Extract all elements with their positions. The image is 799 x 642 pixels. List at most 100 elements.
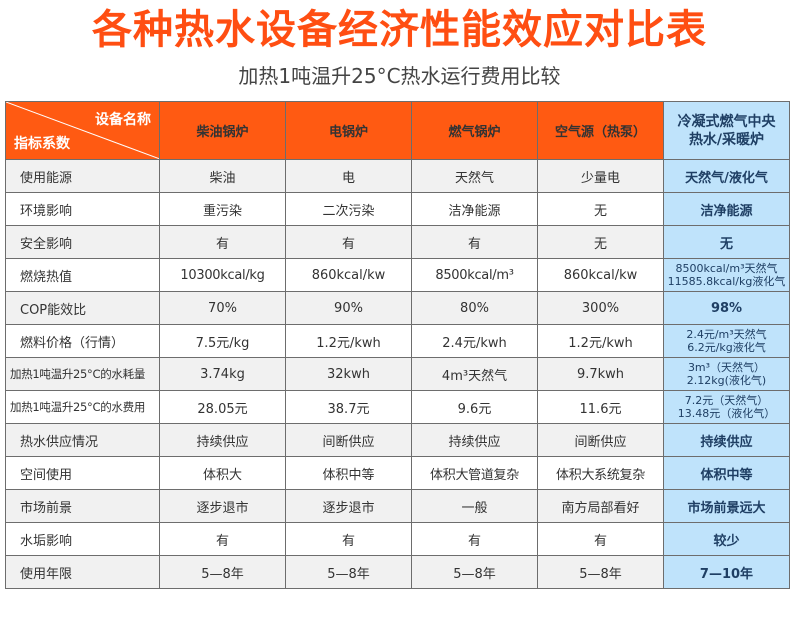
table-cell: 10300kcal/kg (159, 258, 286, 292)
table-cell: 2.4元/kwh (411, 324, 538, 358)
highlight-line: 6.2元/kg液化气 (687, 341, 766, 354)
row-label: 水垢影响 (5, 522, 160, 556)
table-cell: 5—8年 (159, 555, 286, 589)
table-cell: 300% (537, 291, 664, 325)
corner-label-metric: 指标系数 (14, 136, 70, 152)
table-cell: 体积大管道复杂 (411, 456, 538, 490)
table-row: 使用能源 柴油 电 天然气 少量电 天然气/液化气 (5, 159, 790, 193)
column-header: 燃气锅炉 (411, 101, 538, 160)
table-cell: 体积中等 (285, 456, 412, 490)
highlight-cell: 持续供应 (663, 423, 790, 457)
table-row: 加热1吨温升25°C的水费用 28.05元 38.7元 9.6元 11.6元 7… (5, 390, 790, 424)
row-label: 加热1吨温升25°C的水耗量 (5, 357, 160, 391)
table-cell: 80% (411, 291, 538, 325)
table-cell: 一般 (411, 489, 538, 523)
table-cell: 二次污染 (285, 192, 412, 226)
table-cell: 无 (537, 192, 664, 226)
highlight-cell: 较少 (663, 522, 790, 556)
table-row: 使用年限 5—8年 5—8年 5—8年 5—8年 7—10年 (5, 555, 790, 589)
column-header: 电锅炉 (285, 101, 412, 160)
table-row: 加热1吨温升25°C的水耗量 3.74kg 32kwh 4m³天然气 9.7kw… (5, 357, 790, 391)
table-cell: 体积大 (159, 456, 286, 490)
highlight-cell: 无 (663, 225, 790, 259)
table-cell: 柴油 (159, 159, 286, 193)
table-cell: 860kcal/kw (537, 258, 664, 292)
row-label: 燃料价格（行情） (5, 324, 160, 358)
table-cell: 间断供应 (537, 423, 664, 457)
highlight-cell: 7.2元（天然气） 13.48元（液化气） (663, 390, 790, 424)
header-corner-cell: 设备名称 指标系数 (5, 101, 160, 160)
table-cell: 9.7kwh (537, 357, 664, 391)
table-cell: 持续供应 (159, 423, 286, 457)
table-cell: 少量电 (537, 159, 664, 193)
highlight-line: 8500kcal/m³天然气 (675, 262, 778, 275)
highlight-line: 13.48元（液化气） (677, 407, 776, 420)
row-label: 空间使用 (5, 456, 160, 490)
table-cell: 有 (411, 522, 538, 556)
table-cell: 5—8年 (285, 555, 412, 589)
table-cell: 重污染 (159, 192, 286, 226)
table-row: 燃料价格（行情） 7.5元/kg 1.2元/kwh 2.4元/kwh 1.2元/… (5, 324, 790, 358)
table-cell: 有 (285, 225, 412, 259)
table-row: 燃烧热值 10300kcal/kg 860kcal/kw 8500kcal/m³… (5, 258, 790, 292)
row-label: 环境影响 (5, 192, 160, 226)
highlight-line: 2.4元/m³天然气 (686, 328, 767, 341)
table-cell: 4m³天然气 (411, 357, 538, 391)
highlight-cell: 2.4元/m³天然气 6.2元/kg液化气 (663, 324, 790, 358)
table-cell: 体积大系统复杂 (537, 456, 664, 490)
table-body: 使用能源 柴油 电 天然气 少量电 天然气/液化气 环境影响 重污染 二次污染 … (5, 159, 790, 589)
table-cell: 28.05元 (159, 390, 286, 424)
table-row: 安全影响 有 有 有 无 无 (5, 225, 790, 259)
table-cell: 9.6元 (411, 390, 538, 424)
row-label: COP能效比 (5, 291, 160, 325)
table-cell: 8500kcal/m³ (411, 258, 538, 292)
table-cell: 无 (537, 225, 664, 259)
table-cell: 间断供应 (285, 423, 412, 457)
table-row: 热水供应情况 持续供应 间断供应 持续供应 间断供应 持续供应 (5, 423, 790, 457)
table-cell: 5—8年 (537, 555, 664, 589)
highlight-line: 3m³（天然气） (687, 361, 766, 374)
row-label: 燃烧热值 (5, 258, 160, 292)
table-cell: 1.2元/kwh (285, 324, 412, 358)
page-title: 各种热水设备经济性能效应对比表 (92, 7, 707, 53)
highlight-cell: 98% (663, 291, 790, 325)
highlight-cell: 体积中等 (663, 456, 790, 490)
table-cell: 有 (159, 522, 286, 556)
page-subtitle: 加热1吨温升25°C热水运行费用比较 (238, 64, 561, 88)
row-label: 使用能源 (5, 159, 160, 193)
row-label: 安全影响 (5, 225, 160, 259)
highlight-line: 11585.8kcal/kg液化气 (667, 275, 786, 288)
highlight-cell: 市场前景远大 (663, 489, 790, 523)
table-cell: 有 (285, 522, 412, 556)
table-cell: 11.6元 (537, 390, 664, 424)
table-row: 空间使用 体积大 体积中等 体积大管道复杂 体积大系统复杂 体积中等 (5, 456, 790, 490)
table-cell: 南方局部看好 (537, 489, 664, 523)
column-header: 柴油锅炉 (159, 101, 286, 160)
table-cell: 逐步退市 (285, 489, 412, 523)
table-cell: 1.2元/kwh (537, 324, 664, 358)
table-cell: 有 (411, 225, 538, 259)
highlight-cell: 洁净能源 (663, 192, 790, 226)
table-cell: 有 (159, 225, 286, 259)
highlight-cell: 天然气/液化气 (663, 159, 790, 193)
table-cell: 38.7元 (285, 390, 412, 424)
table-header-row: 设备名称 指标系数 柴油锅炉 电锅炉 燃气锅炉 空气源（热泵） 冷凝式燃气中央 … (5, 101, 790, 160)
row-label: 热水供应情况 (5, 423, 160, 457)
row-label: 使用年限 (5, 555, 160, 589)
table-row: 市场前景 逐步退市 逐步退市 一般 南方局部看好 市场前景远大 (5, 489, 790, 523)
highlight-line: 2.12kg(液化气) (686, 374, 767, 387)
table-cell: 32kwh (285, 357, 412, 391)
table-cell: 860kcal/kw (285, 258, 412, 292)
highlight-cell: 7—10年 (663, 555, 790, 589)
table-row: 环境影响 重污染 二次污染 洁净能源 无 洁净能源 (5, 192, 790, 226)
corner-label-device: 设备名称 (95, 112, 151, 128)
column-header-line: 冷凝式燃气中央 (677, 113, 776, 130)
highlight-cell: 3m³（天然气） 2.12kg(液化气) (663, 357, 790, 391)
highlight-line: 7.2元（天然气） (684, 394, 769, 407)
highlight-cell: 8500kcal/m³天然气 11585.8kcal/kg液化气 (663, 258, 790, 292)
table-row: 水垢影响 有 有 有 有 较少 (5, 522, 790, 556)
table-cell: 洁净能源 (411, 192, 538, 226)
table-cell: 持续供应 (411, 423, 538, 457)
table-cell: 5—8年 (411, 555, 538, 589)
table-row: COP能效比 70% 90% 80% 300% 98% (5, 291, 790, 325)
